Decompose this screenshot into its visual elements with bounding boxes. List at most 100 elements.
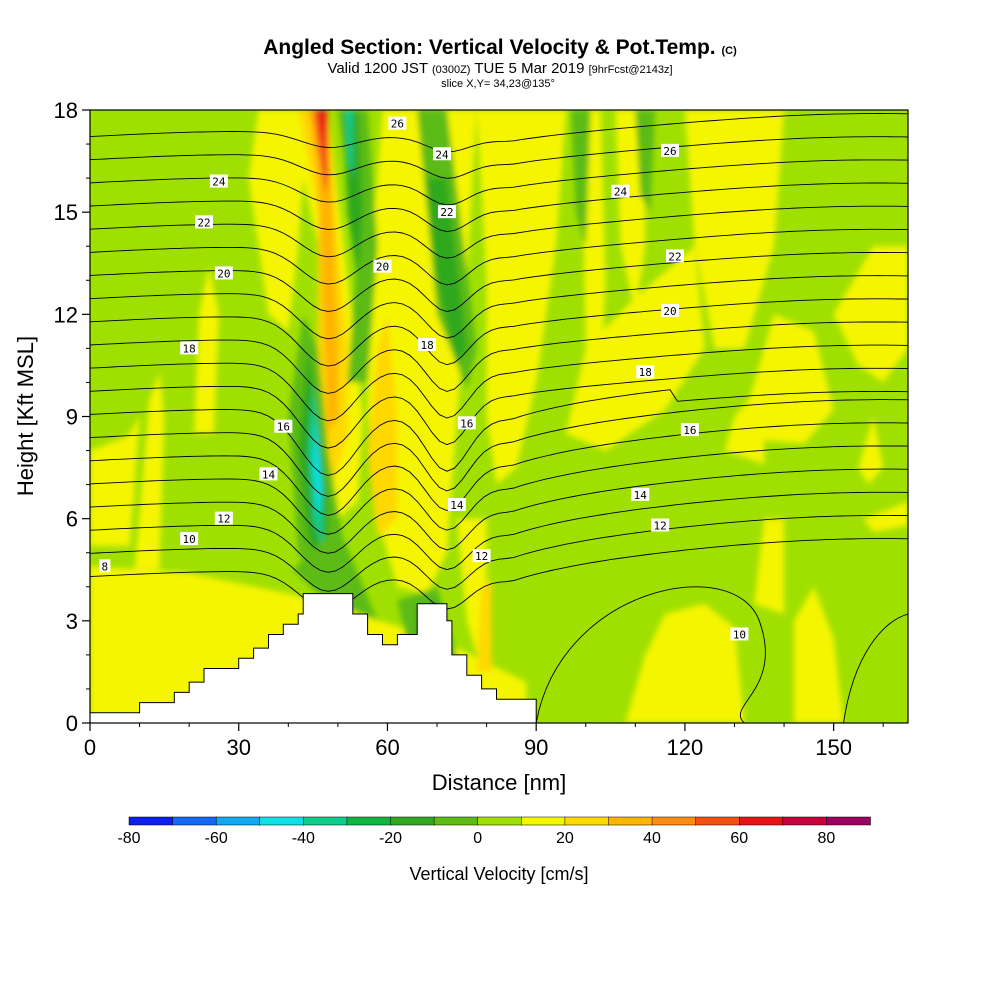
isentrope-line [90, 445, 908, 535]
contour-label-bg [661, 143, 680, 157]
velocity-region [476, 580, 492, 672]
y-tick-label: 18 [54, 98, 78, 123]
isentrope-line [90, 468, 908, 554]
colorbar-swatch [433, 816, 479, 826]
x-tick-label: 120 [667, 735, 704, 760]
contour-label: 12 [472, 549, 491, 563]
contour-label: 14 [447, 498, 466, 512]
velocity-region [615, 110, 646, 315]
contour-label: 24 [209, 174, 228, 189]
colorbar-swatch [738, 816, 784, 826]
contour-label: 24 [432, 147, 451, 161]
contour-label: 18 [636, 365, 655, 379]
colorbar-tick-label: -60 [205, 830, 228, 847]
contour-label-bg [665, 249, 684, 263]
colorbar-swatch [390, 816, 435, 826]
contour-label-bg [680, 423, 699, 437]
contour-label-text: 20 [663, 305, 676, 318]
contour-label-text: 18 [183, 342, 196, 355]
y-tick-label: 12 [54, 302, 78, 327]
velocity-region [833, 246, 908, 383]
colorbar: -80 -60 -40 -20 0 20 40 60 80 [117, 816, 871, 847]
velocity-region [293, 525, 378, 621]
contour-label-bg [180, 532, 199, 546]
velocity-region [794, 586, 844, 723]
contour-label-bg [631, 487, 650, 501]
contour-label-bg [432, 147, 451, 161]
colorbar-tick-label: -80 [117, 830, 140, 847]
colorbar-tick-label: 20 [556, 830, 574, 847]
velocity-region [635, 110, 656, 213]
velocity-region [367, 314, 398, 536]
colorbar-tick-label: 60 [730, 830, 748, 847]
x-tick-label: 0 [84, 735, 96, 760]
contour-label-bg [730, 627, 749, 641]
contour-label-bg [180, 341, 199, 355]
contour-label: 18 [180, 341, 199, 355]
velocity-region [476, 110, 566, 485]
contour-label-text: 24 [435, 148, 449, 161]
colorbar-swatch [782, 816, 828, 826]
isentrope-line [90, 228, 908, 286]
isentrope-line [90, 113, 908, 153]
contour-label: 14 [259, 467, 278, 481]
contour-label: 12 [214, 511, 233, 526]
slice-info: slice X,Y= 34,23@135° [441, 78, 555, 90]
velocity-region [858, 416, 884, 485]
contour-label-text: 26 [663, 145, 676, 158]
colorbar-swatch [477, 816, 523, 826]
contour-label-text: 16 [460, 417, 473, 430]
colorbar-swatch [826, 816, 871, 826]
contour-label: 22 [195, 215, 214, 229]
colorbar-swatch [259, 816, 305, 826]
contour-label-text: 26 [391, 118, 404, 131]
isentrope-line [90, 136, 908, 179]
contour-label: 10 [180, 532, 199, 546]
y-tick-label: 6 [66, 507, 78, 532]
contour-label-text: 10 [733, 628, 746, 641]
contour-label-bg [418, 337, 437, 351]
contour-label: 14 [631, 487, 650, 502]
colorbar-swatch [128, 816, 174, 826]
contour-label-bg [651, 518, 670, 532]
contour-label-text: 24 [212, 176, 226, 189]
velocity-region [625, 603, 745, 723]
contour-label-text: 18 [639, 366, 652, 379]
contour-label-bg [437, 205, 456, 219]
colorbar-swatch [695, 816, 740, 826]
velocity-region [427, 178, 467, 366]
velocity-region [248, 110, 309, 332]
isentrope-line [90, 367, 908, 449]
contour-label: 24 [611, 184, 630, 199]
velocity-region [318, 110, 327, 151]
isentrope-line [90, 321, 908, 394]
isentrope-line [90, 205, 908, 259]
contour-label: 20 [214, 266, 233, 280]
contour-label: 18 [418, 337, 437, 352]
contour-label-bg [274, 419, 293, 433]
chart-subtitle: Valid 1200 JST (0300Z) TUE 5 Mar 2019 [9… [327, 60, 673, 77]
x-axis: 0 30 60 90 120 150 [84, 723, 884, 760]
x-tick-label: 150 [815, 735, 852, 760]
isentrope-line [90, 538, 908, 611]
contour-label-text: 22 [197, 216, 210, 229]
contour-label-text: 14 [634, 489, 648, 502]
y-tick-label: 3 [66, 609, 78, 634]
colorbar-swatch [303, 816, 348, 826]
contour-label: 16 [274, 419, 293, 434]
y-tick-label: 0 [66, 711, 78, 736]
contour-label-text: 8 [102, 560, 109, 573]
colorbar-label: Vertical Velocity [cm/s] [409, 864, 588, 884]
x-tick-label: 90 [524, 735, 548, 760]
isentrope-lines [90, 113, 908, 723]
contour-label-text: 10 [183, 533, 196, 546]
contour-label: 16 [457, 416, 476, 430]
velocity-region [90, 433, 135, 502]
contour-label: 12 [651, 518, 670, 532]
colorbar-tick-label: 0 [473, 830, 482, 847]
contour-label-text: 16 [277, 421, 290, 434]
isentrope-line [90, 399, 908, 497]
colorbar-swatch [521, 816, 566, 826]
contour-label-bg [195, 215, 214, 229]
contour-label: 10 [730, 627, 749, 641]
